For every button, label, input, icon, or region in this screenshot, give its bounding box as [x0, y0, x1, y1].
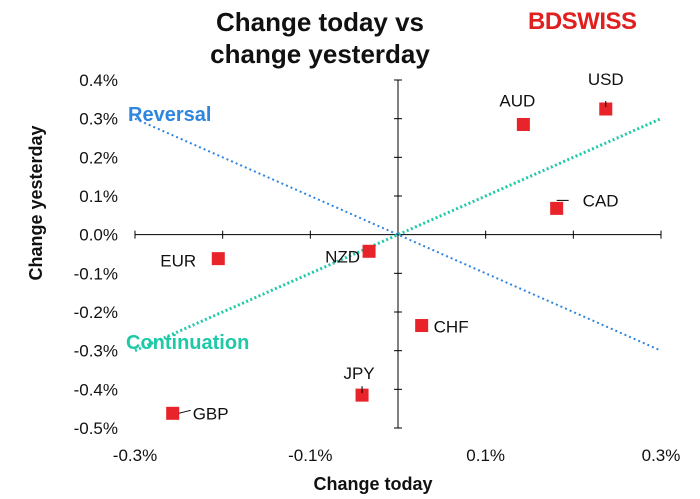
data-point-jpy: [355, 388, 369, 402]
reference-line-continuation: [134, 117, 662, 353]
data-label-chf: CHF: [434, 318, 469, 337]
x-tick-label: 0.3%: [642, 446, 681, 465]
y-tick-label: 0.3%: [79, 110, 118, 129]
data-label-jpy: JPY: [343, 364, 374, 383]
y-tick-label: 0.2%: [79, 148, 118, 167]
zone-label-reversal: Reversal: [128, 104, 211, 126]
reference-line-reversal: [134, 117, 662, 352]
zone-label-continuation: Continuation: [126, 332, 249, 354]
x-tick-label: 0.1%: [466, 446, 505, 465]
data-points: [166, 102, 613, 420]
x-tick-label: -0.1%: [288, 446, 332, 465]
y-tick-label: -0.3%: [74, 342, 118, 361]
leader-line-gbp: [178, 409, 191, 414]
title-line-1: Change today vs: [215, 7, 425, 37]
y-tick-label: -0.4%: [74, 380, 118, 399]
data-point-usd: [599, 102, 613, 116]
chart-title: Change today vs change yesterday: [120, 6, 520, 70]
brand-logo-part2: SWISS: [561, 8, 637, 35]
data-label-usd: USD: [588, 70, 624, 89]
y-axis-label: Change yesterday: [26, 125, 46, 280]
data-point-aud: [516, 117, 530, 131]
data-label-gbp: GBP: [193, 404, 229, 423]
data-point-gbp: [166, 406, 180, 420]
y-tick-label: -0.1%: [74, 264, 118, 283]
data-point-eur: [211, 252, 225, 266]
brand-logo: BDSWISS: [528, 8, 637, 36]
data-label-aud: AUD: [499, 91, 535, 110]
y-tick-label: 0.0%: [79, 226, 118, 245]
x-axis-label: Change today: [313, 474, 432, 494]
axes: 0.4% 0.3% 0.2% 0.1% 0.0% -0.1% -0.2% -0.3% -0.4%…: [26, 71, 680, 494]
data-point-nzd: [362, 244, 376, 258]
data-label-nzd: NZD: [325, 247, 360, 266]
data-point-chf: [415, 319, 429, 333]
y-tick-label: -0.5%: [74, 419, 118, 438]
x-tick-label: -0.3%: [113, 446, 157, 465]
title-line-2: change yesterday: [210, 39, 430, 69]
reference-lines: [134, 117, 662, 353]
data-label-eur: EUR: [160, 252, 196, 271]
labels: Reversal Continuation USD AUD CAD NZD EUR CHF JP…: [126, 70, 624, 423]
y-tick-label: 0.4%: [79, 71, 118, 90]
y-tick-label: 0.1%: [79, 187, 118, 206]
brand-logo-part1: BD: [528, 8, 562, 35]
y-tick-label: -0.2%: [74, 303, 118, 322]
data-label-cad: CAD: [583, 191, 619, 210]
data-point-cad: [550, 201, 564, 215]
